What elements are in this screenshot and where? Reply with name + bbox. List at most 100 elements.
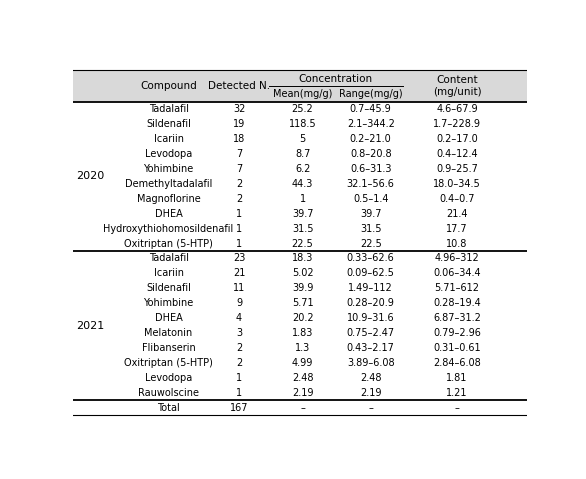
Bar	[73, 386, 527, 400]
Bar	[73, 311, 527, 326]
Text: 5.71: 5.71	[292, 298, 314, 308]
Bar	[73, 206, 527, 221]
Text: 0.8–20.8: 0.8–20.8	[350, 149, 391, 159]
Text: 0.06–34.4: 0.06–34.4	[433, 268, 481, 278]
Text: 0.43–2.17: 0.43–2.17	[347, 343, 394, 353]
Text: 18.0–34.5: 18.0–34.5	[433, 179, 481, 189]
Bar	[73, 296, 527, 311]
Text: Total: Total	[157, 403, 180, 413]
Text: 18.3: 18.3	[292, 253, 314, 263]
Text: 4.6–67.9: 4.6–67.9	[436, 104, 478, 114]
Text: Sildenafil: Sildenafil	[146, 284, 191, 293]
Bar	[73, 266, 527, 281]
Text: 2: 2	[236, 179, 242, 189]
Text: 2021: 2021	[76, 320, 105, 331]
Text: 2.48: 2.48	[360, 373, 381, 383]
Text: 1: 1	[236, 224, 242, 234]
Text: Tadalafil: Tadalafil	[149, 253, 189, 263]
Text: 21: 21	[233, 268, 245, 278]
Text: 3.89–6.08: 3.89–6.08	[347, 358, 394, 368]
Text: 1: 1	[236, 373, 242, 383]
Text: Icariin: Icariin	[154, 134, 183, 144]
Text: 0.28–19.4: 0.28–19.4	[433, 298, 481, 308]
Text: 2.84–6.08: 2.84–6.08	[433, 358, 481, 368]
Bar	[73, 70, 527, 102]
Text: Content
(mg/unit): Content (mg/unit)	[432, 75, 481, 97]
Bar	[73, 370, 527, 386]
Text: 0.4–12.4: 0.4–12.4	[436, 149, 478, 159]
Text: 6.2: 6.2	[295, 164, 310, 174]
Text: 1.83: 1.83	[292, 328, 314, 338]
Text: 32: 32	[233, 104, 245, 114]
Text: 1.7–228.9: 1.7–228.9	[433, 119, 481, 129]
Text: 10.8: 10.8	[447, 239, 468, 249]
Text: 44.3: 44.3	[292, 179, 314, 189]
Bar	[73, 132, 527, 147]
Text: 4: 4	[236, 313, 242, 323]
Text: 2.48: 2.48	[292, 373, 314, 383]
Text: 7: 7	[236, 164, 242, 174]
Text: 0.9–25.7: 0.9–25.7	[436, 164, 478, 174]
Bar	[73, 341, 527, 355]
Text: DHEA: DHEA	[155, 209, 182, 219]
Text: Melatonin: Melatonin	[145, 328, 193, 338]
Text: 17.7: 17.7	[446, 224, 468, 234]
Text: 7: 7	[236, 149, 242, 159]
Text: 0.31–0.61: 0.31–0.61	[433, 343, 481, 353]
Text: –: –	[368, 403, 373, 413]
Text: 22.5: 22.5	[360, 239, 381, 249]
Bar	[73, 191, 527, 206]
Text: 2.19: 2.19	[360, 388, 381, 398]
Text: 0.4–0.7: 0.4–0.7	[440, 194, 475, 204]
Text: Flibanserin: Flibanserin	[142, 343, 196, 353]
Text: 18: 18	[233, 134, 245, 144]
Text: Compound: Compound	[140, 81, 197, 91]
Text: 1: 1	[236, 209, 242, 219]
Text: 2020: 2020	[76, 171, 105, 182]
Text: 8.7: 8.7	[295, 149, 310, 159]
Text: 3: 3	[236, 328, 242, 338]
Text: 1.3: 1.3	[295, 343, 310, 353]
Text: 0.2–17.0: 0.2–17.0	[436, 134, 478, 144]
Bar	[73, 176, 527, 191]
Bar	[73, 102, 527, 117]
Text: 19: 19	[233, 119, 245, 129]
Text: 10.9–31.6: 10.9–31.6	[347, 313, 394, 323]
Text: Yohimbine: Yohimbine	[144, 164, 194, 174]
Text: 0.7–45.9: 0.7–45.9	[350, 104, 391, 114]
Text: 5.71–612: 5.71–612	[434, 284, 479, 293]
Text: 0.33–62.6: 0.33–62.6	[347, 253, 394, 263]
Text: 5: 5	[299, 134, 306, 144]
Text: Icariin: Icariin	[154, 268, 183, 278]
Text: 20.2: 20.2	[292, 313, 314, 323]
Text: Tadalafil: Tadalafil	[149, 104, 189, 114]
Text: 2.19: 2.19	[292, 388, 314, 398]
Bar	[73, 281, 527, 296]
Text: 167: 167	[230, 403, 248, 413]
Bar	[73, 251, 527, 266]
Text: 2: 2	[236, 194, 242, 204]
Bar	[73, 236, 527, 251]
Text: 1.21: 1.21	[447, 388, 468, 398]
Text: 2: 2	[236, 343, 242, 353]
Text: 31.5: 31.5	[360, 224, 381, 234]
Bar	[73, 161, 527, 176]
Text: 0.5–1.4: 0.5–1.4	[353, 194, 389, 204]
Text: 0.79–2.96: 0.79–2.96	[433, 328, 481, 338]
Bar	[73, 221, 527, 236]
Text: Demethyltadalafil: Demethyltadalafil	[125, 179, 212, 189]
Text: 23: 23	[233, 253, 245, 263]
Text: Magnoflorine: Magnoflorine	[137, 194, 200, 204]
Text: 0.28–20.9: 0.28–20.9	[347, 298, 394, 308]
Text: 39.7: 39.7	[360, 209, 381, 219]
Text: Yohimbine: Yohimbine	[144, 298, 194, 308]
Text: 0.09–62.5: 0.09–62.5	[347, 268, 394, 278]
Text: Rauwolscine: Rauwolscine	[138, 388, 199, 398]
Text: 39.7: 39.7	[292, 209, 314, 219]
Text: Oxitriptan (5-HTP): Oxitriptan (5-HTP)	[124, 358, 213, 368]
Text: –: –	[455, 403, 459, 413]
Text: Concentration: Concentration	[298, 74, 373, 84]
Text: 6.87–31.2: 6.87–31.2	[433, 313, 481, 323]
Text: 32.1–56.6: 32.1–56.6	[347, 179, 394, 189]
Text: –: –	[300, 403, 305, 413]
